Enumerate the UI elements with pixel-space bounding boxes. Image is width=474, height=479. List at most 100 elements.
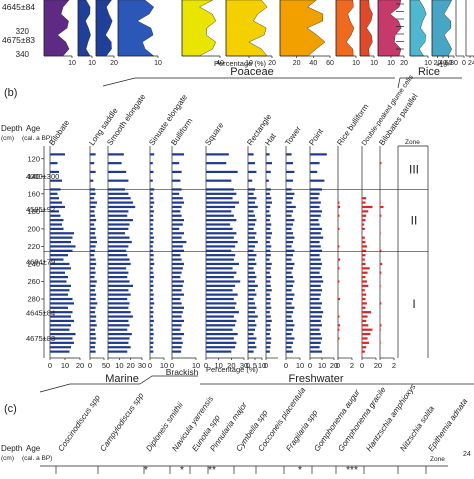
phytolith-bar	[108, 276, 128, 279]
phytolith-bar	[310, 306, 321, 309]
phytolith-bar	[266, 332, 270, 336]
phytolith-bar	[310, 201, 321, 204]
phytolith-bar	[172, 289, 182, 292]
x-tick-label: 20	[330, 361, 338, 370]
phytolith-bar	[286, 289, 292, 292]
phytolith-bar	[338, 227, 340, 230]
phytolith-bar	[266, 293, 270, 296]
phytolith-bar	[150, 205, 153, 209]
phytolith-bar	[50, 254, 68, 257]
panel-a-strip	[431, 0, 453, 57]
depth-unit: (cm)	[1, 135, 14, 142]
phytolith-bar	[362, 306, 366, 309]
phytolith-bar	[248, 341, 255, 344]
phytolith-bar	[362, 319, 367, 323]
phytolith-bar	[362, 280, 367, 283]
phytolith-bar	[90, 284, 96, 287]
phytolith-bar	[362, 328, 373, 331]
phytolith-bar	[248, 205, 258, 209]
phytolith-bar	[90, 170, 96, 174]
phytolith-bar	[266, 328, 271, 331]
phytolith-bar	[286, 267, 293, 270]
panel-c: (c) Marine Brackish Freshwater Coscinodi…	[1, 367, 474, 476]
phytolith-bar	[286, 319, 293, 323]
phytolith-bar	[310, 311, 324, 314]
phytolith-bar	[50, 258, 64, 261]
phytolith-bar	[50, 324, 71, 327]
phytolith-bar	[108, 192, 129, 195]
phytolith-bar	[206, 227, 233, 230]
phytolith-bar	[172, 276, 181, 279]
x-tick-label: 0	[88, 361, 92, 370]
x-tick-label: 0	[308, 361, 312, 370]
phytolith-bar	[108, 245, 129, 248]
phytolith-bar	[266, 315, 271, 318]
depth-tick-label: 160	[27, 189, 40, 198]
phytolith-bar	[286, 324, 295, 327]
panel-a-tick-label: 20	[110, 60, 118, 67]
phytolith-bar	[90, 214, 96, 217]
phytolith-bar	[248, 245, 255, 248]
zone-label: I	[412, 297, 415, 311]
phytolith-bar	[310, 346, 320, 349]
group-freshwater: Freshwater	[288, 373, 343, 385]
phytolith-bar	[286, 153, 292, 156]
phytolith-bar	[248, 197, 257, 200]
phytolith-bar	[380, 201, 381, 204]
phytolith-bar	[50, 197, 59, 200]
phytolith-bar	[310, 271, 320, 274]
phytolith-bar	[50, 249, 73, 252]
phytolith-bar	[286, 227, 292, 230]
phytolith-bar	[50, 245, 76, 248]
panel-b: (b) Poaceae Rice Bilobate Long saddleSmoo…	[1, 66, 462, 374]
phytolith-bar	[310, 302, 322, 305]
phytolith-bar	[50, 214, 61, 217]
phytolith-bar	[50, 192, 58, 195]
phytolith-bar	[362, 245, 367, 248]
phytolith-bar	[90, 319, 96, 323]
phytolith-bar	[50, 346, 71, 349]
panel-a-strip	[377, 0, 402, 57]
significance-star: **	[208, 465, 216, 474]
panel-a-tick-label: 4	[472, 60, 474, 67]
phytolith-bar	[248, 258, 255, 261]
phytolith-bar	[286, 306, 295, 309]
phytolith-bar	[50, 179, 62, 182]
phytolith-bar	[362, 227, 365, 230]
phytolith-bar	[286, 262, 295, 266]
phytolith-bar	[248, 219, 257, 222]
phytolith-bar	[50, 315, 71, 318]
depth-tick-label: 260	[27, 277, 40, 286]
phytolith-bar	[362, 341, 369, 344]
phytolith-bar	[172, 350, 182, 353]
panel-a-age-label-1: 4645±84	[2, 2, 35, 12]
marine-bracket	[39, 383, 140, 393]
phytolith-bar	[150, 311, 154, 314]
taxon-header: Square	[203, 120, 225, 147]
zone-label: II	[411, 214, 418, 228]
taxon-header: Sinuate elongate	[147, 92, 189, 147]
phytolith-bar	[286, 315, 292, 318]
phytolith-bar	[248, 232, 257, 235]
phytolith-bar	[108, 350, 128, 353]
phytolith-bar	[90, 240, 97, 244]
phytolith-bar	[362, 223, 365, 226]
phytolith-bar	[108, 258, 130, 261]
phytolith-bar	[286, 219, 295, 222]
x-tick-label: 10	[61, 361, 69, 370]
phytolith-bar	[172, 332, 184, 336]
phytolith-bar	[380, 302, 382, 305]
phytolith-bar	[266, 346, 271, 349]
phytolith-bar	[90, 201, 97, 204]
phytolith-bar	[310, 205, 320, 209]
phytolith-bar	[206, 319, 237, 323]
phytolith-bar	[266, 284, 271, 287]
phytolith-bar	[206, 324, 236, 327]
age-label: 4000±300	[26, 172, 59, 181]
phytolith-bar	[108, 332, 132, 336]
phytolith-bar	[172, 328, 181, 331]
x-tick-label: 0	[106, 361, 110, 370]
phytolith-bar	[310, 319, 321, 323]
phytolith-bar	[362, 236, 365, 239]
